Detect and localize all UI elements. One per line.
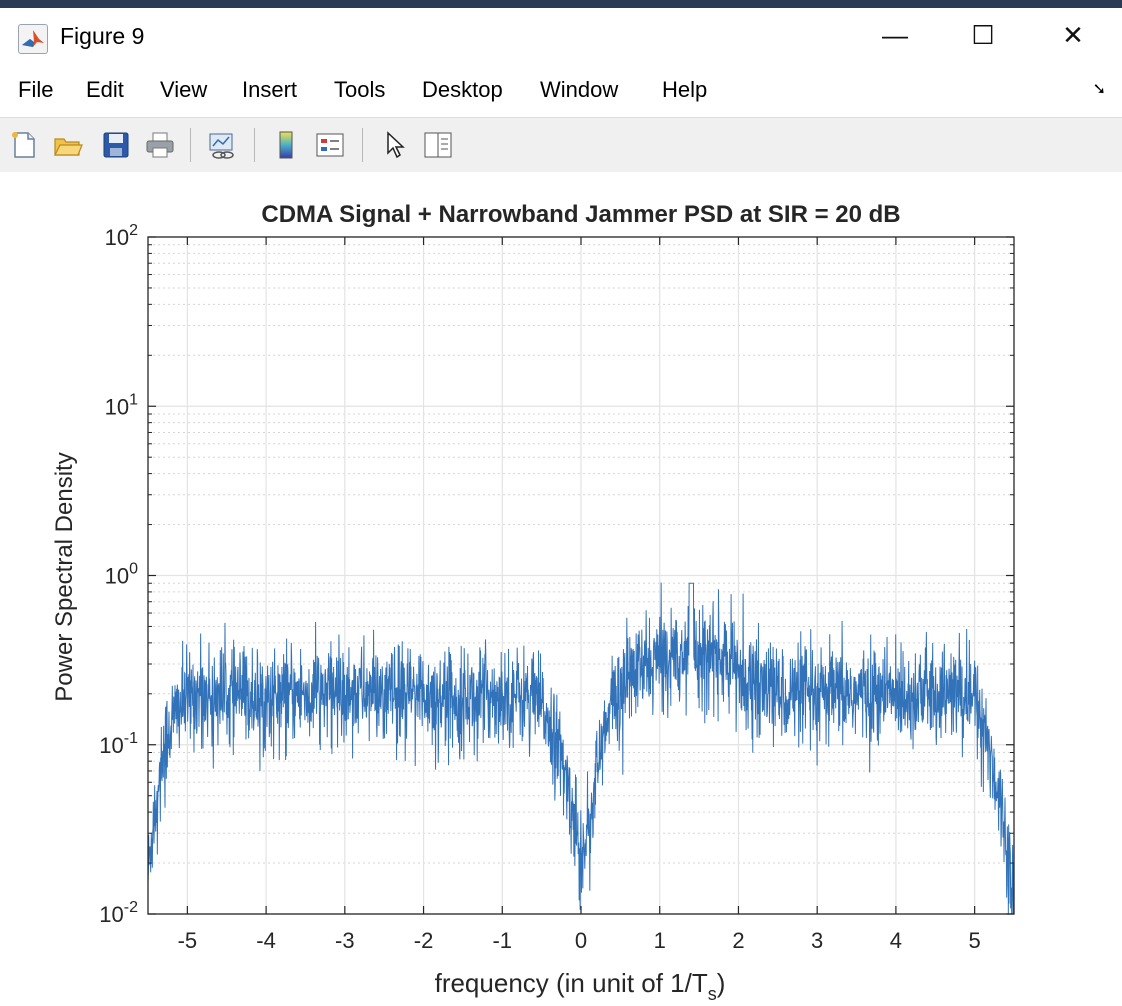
y-tick-label: 10-1 [99,730,138,758]
toolbar-separator [362,128,363,162]
menu-window[interactable]: Window [540,77,619,102]
x-tick-label: -4 [256,928,276,953]
x-tick-label: -2 [414,928,434,953]
axis-ticks: -5 -4 -3 -2 -1 0 1 2 3 4 5 10-2 10-1 100 101 102 [99,222,1014,953]
save-icon[interactable] [100,129,132,161]
chart-title: CDMA Signal + Narrowband Jammer PSD at S… [261,201,900,228]
psd-series-line [147,582,1015,915]
print-icon[interactable] [144,129,176,161]
new-figure-icon[interactable] [8,129,40,161]
toolbar-separator [190,128,191,162]
x-tick-label: -3 [335,928,355,953]
y-tick-label: 100 [105,561,138,589]
matlab-logo-icon [18,24,48,54]
y-tick-label: 101 [105,391,138,419]
y-axis-label: Power Spectral Density [51,452,78,701]
link-plot-icon[interactable] [206,129,238,161]
psd-chart: -5 -4 -3 -2 -1 0 1 2 3 4 5 10-2 10-1 100 101 102 CDMA S… [51,201,1015,1004]
insert-colorbar-icon[interactable] [270,129,302,161]
close-button[interactable]: ✕ [1062,20,1084,50]
y-tick-label: 10-2 [99,899,138,927]
maximize-button[interactable]: ☐ [971,20,995,50]
menu-tools[interactable]: Tools [334,77,386,102]
x-axis-label: frequency (in unit of 1/Ts) [435,968,726,1004]
minimize-button[interactable]: — [882,20,908,50]
figure-toolbar [0,117,1122,173]
x-tick-label: 3 [811,928,823,953]
x-tick-label: 2 [732,928,744,953]
dock-arrow-icon[interactable]: ➘ [1092,81,1106,98]
x-tick-label: 5 [969,928,981,953]
x-tick-label: -1 [492,928,512,953]
x-tick-label: 1 [654,928,666,953]
menu-view[interactable]: View [160,77,208,102]
menu-desktop[interactable]: Desktop [422,77,503,102]
series-psd [147,582,1015,915]
window-title: Figure 9 [60,23,145,49]
x-tick-label: 4 [890,928,902,953]
edit-plot-pointer-icon[interactable] [378,129,410,161]
menu-insert[interactable]: Insert [242,77,298,102]
property-inspector-icon[interactable] [422,129,454,161]
menu-file[interactable]: File [18,77,54,102]
menu-bar: File Edit View Insert Tools Desktop Wind… [0,63,1122,117]
insert-legend-icon[interactable] [314,129,346,161]
toolbar-separator [254,128,255,162]
figure-canvas: -5 -4 -3 -2 -1 0 1 2 3 4 5 10-2 10-1 100 101 102 CDMA S… [0,172,1122,1006]
window-title-bar: Figure 9 — ☐ ✕ [0,8,1122,63]
menu-help[interactable]: Help [662,77,708,102]
desktop-taskbar-strip [0,0,1122,8]
menu-edit[interactable]: Edit [86,77,124,102]
x-tick-label: -5 [178,928,198,953]
open-file-icon[interactable] [52,129,84,161]
y-tick-label: 102 [105,222,138,250]
x-tick-label: 0 [575,928,587,953]
